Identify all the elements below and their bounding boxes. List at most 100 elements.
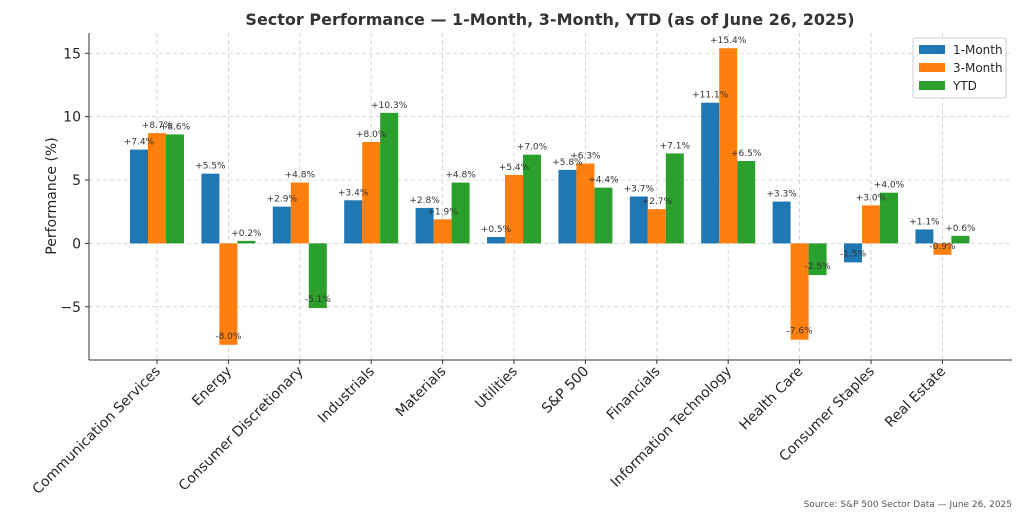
chart-title: Sector Performance — 1-Month, 3-Month, Y…: [245, 10, 854, 29]
data-label-3-month-consumer-staples: +3.0%: [856, 193, 887, 203]
data-label-ytd-energy: +0.2%: [231, 229, 262, 239]
y-tick-label: −5: [60, 300, 81, 316]
data-label-1-month-information-technology: +11.1%: [692, 91, 729, 101]
bar-3-month-consumer-discretionary: [290, 182, 309, 244]
bar-ytd-health-care: [808, 243, 827, 276]
x-tick-label-communication-services: Communication Services: [30, 364, 164, 498]
bar-3-month-sandp-500: [576, 163, 595, 244]
legend: 1-Month 3-Month YTD: [912, 37, 1007, 99]
bar-3-month-information-technology: [719, 48, 738, 244]
x-tick-label-financials: Financials: [604, 364, 664, 424]
x-tick-label-sandp-500: S&P 500: [539, 364, 592, 417]
data-label-3-month-consumer-discretionary: +4.8%: [285, 171, 316, 181]
data-label-3-month-communication-services: +8.7%: [142, 121, 173, 131]
bar-ytd-energy: [237, 240, 256, 244]
data-label-ytd-utilities: +7.0%: [517, 143, 548, 153]
legend-swatch-ytd: [919, 81, 945, 90]
bar-1-month-financials: [629, 196, 648, 244]
axes: [85, 33, 1012, 364]
legend-label-1-month: 1-Month: [953, 43, 1003, 57]
bar-1-month-consumer-discretionary: [272, 206, 291, 244]
data-label-ytd-communication-services: +8.6%: [160, 122, 191, 132]
bar-ytd-information-technology: [737, 161, 756, 244]
y-tick-label: 15: [63, 46, 81, 62]
bar-ytd-consumer-discretionary: [308, 243, 327, 309]
data-label-ytd-information-technology: +6.5%: [731, 149, 762, 159]
bar-3-month-consumer-staples: [862, 205, 880, 244]
bar-1-month-information-technology: [701, 102, 720, 244]
data-label-1-month-sandp-500: +5.8%: [552, 158, 583, 168]
bar-ytd-materials: [451, 182, 470, 244]
bar-3-month-real-estate: [933, 243, 952, 255]
bar-ytd-industrials: [380, 112, 399, 244]
data-labels: +7.4% +5.5% +2.9% +3.4% +2.8% +0.5% +5.8% +3.7%…: [124, 36, 976, 342]
bar-1-month-communication-services: [130, 149, 148, 244]
data-label-1-month-consumer-staples: -1.5%: [840, 249, 867, 259]
bar-ytd-utilities: [523, 154, 541, 244]
data-label-3-month-health-care: -7.6%: [787, 327, 814, 337]
data-label-ytd-consumer-staples: +4.0%: [874, 181, 905, 191]
bar-3-month-materials: [433, 219, 452, 244]
data-label-3-month-utilities: +5.4%: [499, 163, 530, 173]
legend-swatch-3-month: [919, 63, 945, 72]
data-label-1-month-consumer-discretionary: +2.9%: [267, 195, 298, 205]
y-tick-label: 5: [72, 173, 81, 189]
data-label-ytd-real-estate: +0.6%: [945, 224, 976, 234]
x-tick-label-industrials: Industrials: [315, 364, 378, 427]
bar-ytd-real-estate: [951, 235, 970, 244]
bar-1-month-energy: [201, 173, 220, 244]
bar-3-month-energy: [219, 243, 238, 345]
bar-3-month-communication-services: [148, 133, 166, 244]
bar-1-month-real-estate: [915, 229, 934, 244]
bar-1-month-utilities: [487, 237, 505, 244]
data-label-ytd-industrials: +10.3%: [371, 101, 408, 111]
legend-label-3-month: 3-Month: [953, 61, 1003, 75]
bar-1-month-sandp-500: [558, 169, 577, 244]
y-axis-label: Performance (%): [44, 137, 60, 254]
data-label-1-month-utilities: +0.5%: [481, 225, 512, 235]
data-label-1-month-real-estate: +1.1%: [909, 217, 940, 227]
data-label-1-month-financials: +3.7%: [624, 185, 655, 195]
x-tick-label-health-care: Health Care: [737, 364, 807, 434]
x-tick-label-utilities: Utilities: [472, 364, 521, 413]
data-label-ytd-consumer-discretionary: -5.1%: [305, 295, 332, 305]
bar-1-month-materials: [415, 207, 434, 244]
bar-3-month-utilities: [505, 174, 523, 244]
x-tick-label-energy: Energy: [189, 364, 235, 410]
x-tick-label-real-estate: Real Estate: [882, 364, 949, 431]
data-label-3-month-real-estate: -0.9%: [929, 242, 956, 252]
data-label-3-month-energy: -8.0%: [215, 332, 242, 342]
data-label-1-month-energy: +5.5%: [195, 162, 226, 172]
bar-ytd-consumer-staples: [880, 192, 898, 244]
source-note: Source: S&P 500 Sector Data — June 26, 2…: [804, 500, 1012, 510]
data-label-1-month-industrials: +3.4%: [338, 188, 369, 198]
data-label-1-month-communication-services: +7.4%: [124, 138, 155, 148]
bar-ytd-communication-services: [166, 134, 184, 244]
bar-1-month-consumer-staples: [844, 243, 862, 263]
bar-3-month-industrials: [362, 142, 381, 244]
bars: [130, 48, 970, 345]
legend-label-ytd: YTD: [952, 79, 977, 93]
data-label-ytd-materials: +4.8%: [445, 171, 476, 181]
x-tick-label-consumer-discretionary: Consumer Discretionary: [176, 364, 307, 495]
y-tick-label: 0: [72, 236, 81, 252]
bar-ytd-sandp-500: [594, 187, 613, 244]
data-label-3-month-financials: +2.7%: [642, 197, 673, 207]
bar-1-month-health-care: [772, 201, 791, 244]
x-tick-label-materials: Materials: [393, 364, 450, 421]
data-label-3-month-materials: +1.9%: [427, 207, 458, 217]
data-label-3-month-sandp-500: +6.3%: [570, 152, 601, 162]
data-label-1-month-health-care: +3.3%: [766, 190, 797, 200]
bar-3-month-financials: [647, 209, 666, 244]
data-label-ytd-sandp-500: +4.4%: [588, 176, 619, 186]
bar-ytd-financials: [665, 153, 684, 244]
data-label-1-month-materials: +2.8%: [409, 196, 440, 206]
data-label-3-month-industrials: +8.0%: [356, 130, 387, 140]
y-tick-label: 10: [63, 110, 81, 126]
data-label-ytd-financials: +7.1%: [660, 141, 691, 151]
bar-3-month-health-care: [790, 243, 809, 340]
data-label-3-month-information-technology: +15.4%: [710, 36, 747, 46]
x-tick-label-information-technology: Information Technology: [608, 364, 735, 491]
